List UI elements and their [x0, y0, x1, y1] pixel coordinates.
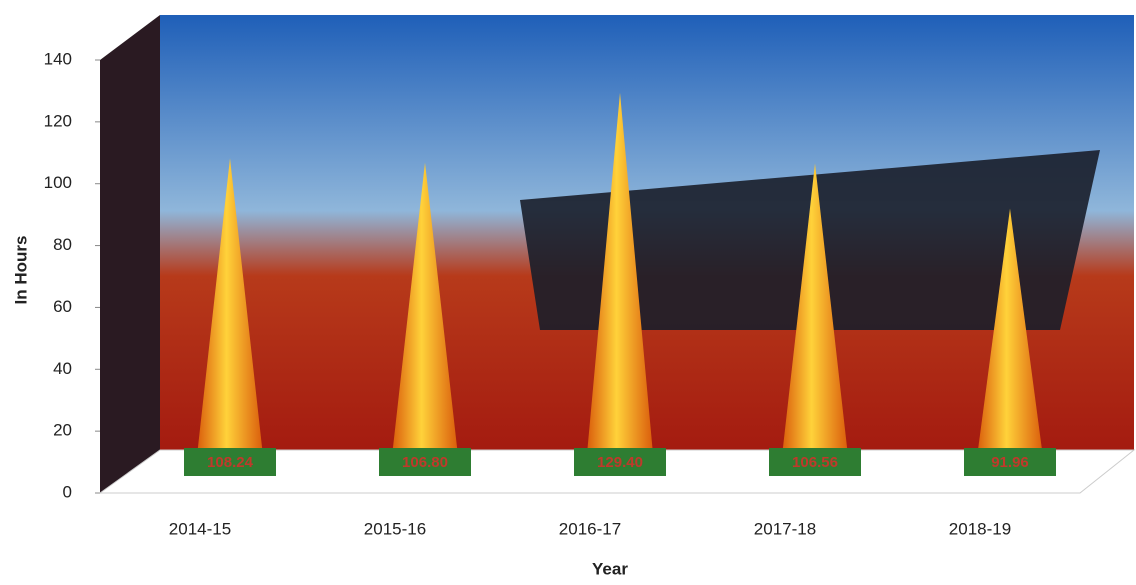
y-tick-label: 140 — [44, 49, 72, 68]
x-tick-label: 2017-18 — [754, 519, 816, 538]
x-tick-label: 2015-16 — [364, 519, 426, 538]
y-tick-label: 40 — [53, 359, 72, 378]
value-label: 108.24 — [207, 454, 254, 471]
value-label: 106.56 — [792, 454, 838, 471]
value-label: 91.96 — [991, 454, 1029, 471]
x-tick-label: 2018-19 — [949, 519, 1011, 538]
value-label: 129.40 — [597, 454, 643, 471]
cone — [196, 158, 264, 474]
y-tick-label: 60 — [53, 297, 72, 316]
y-tick-label: 80 — [53, 235, 72, 254]
cone — [391, 162, 459, 473]
cone — [976, 208, 1044, 473]
cone — [586, 92, 654, 473]
y-tick-label: 120 — [44, 111, 72, 130]
label-box — [379, 448, 471, 476]
label-box — [769, 448, 861, 476]
y-tick-label: 0 — [63, 482, 72, 501]
label-box — [184, 448, 276, 476]
x-axis-title: Year — [592, 559, 628, 578]
side-wall — [100, 15, 160, 493]
y-axis-title: In Hours — [11, 236, 30, 305]
label-box — [574, 448, 666, 476]
x-tick-label: 2014-15 — [169, 519, 231, 538]
label-box — [964, 448, 1056, 476]
cone — [781, 163, 849, 473]
value-label: 106.80 — [402, 454, 448, 471]
y-tick-label: 20 — [53, 421, 72, 440]
x-tick-label: 2016-17 — [559, 519, 621, 538]
y-tick-label: 100 — [44, 173, 72, 192]
